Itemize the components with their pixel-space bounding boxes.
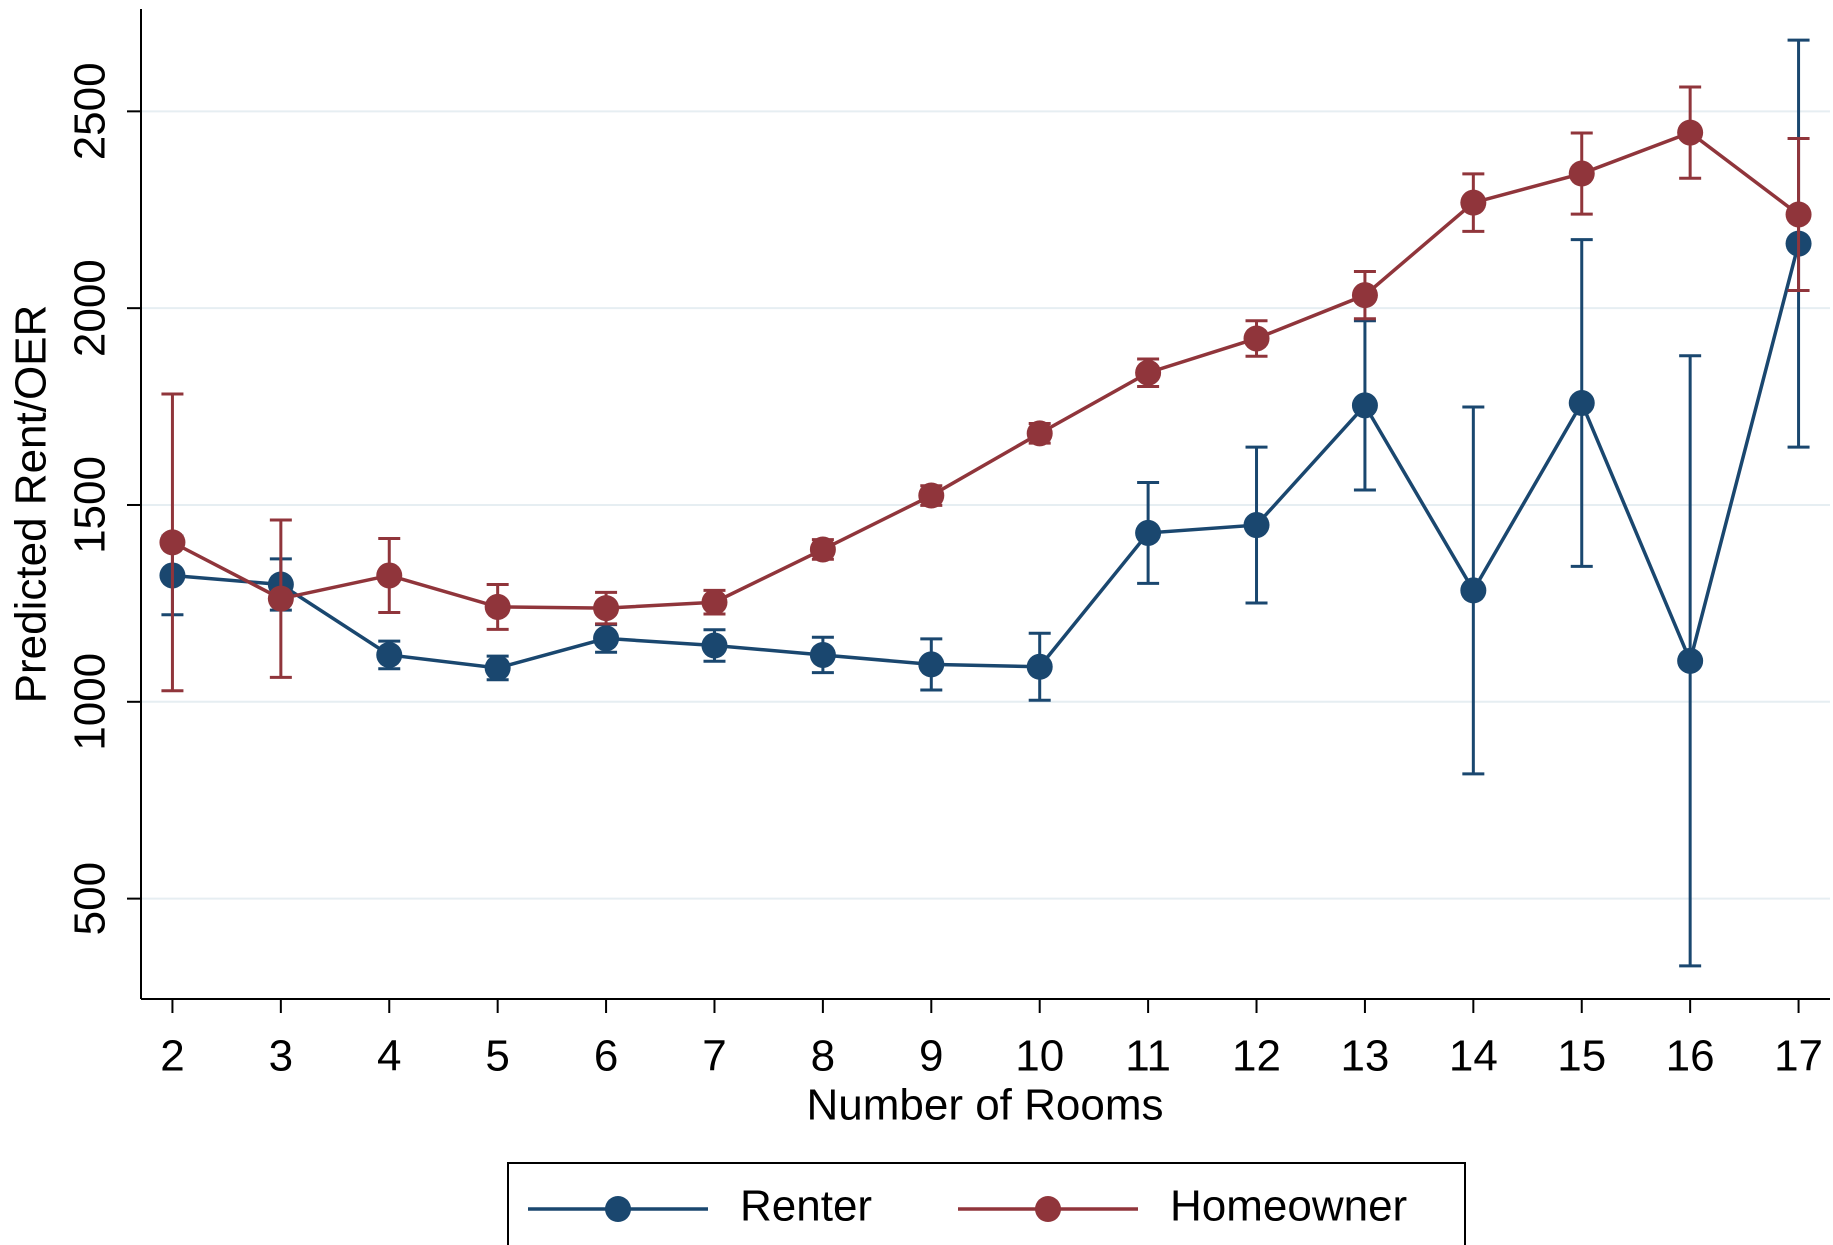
point [701,589,728,616]
point [1243,512,1270,539]
x-tick-label: 16 [1666,1032,1715,1081]
series-line [171,130,1800,610]
point [701,632,728,659]
point [1026,653,1053,680]
point [1460,577,1487,604]
point [1460,189,1487,216]
legend-marker [1035,1196,1061,1222]
x-tick-label: 2 [160,1032,184,1081]
y-tick-label: 1500 [66,456,115,554]
point [918,651,945,678]
x-axis-title: Number of Rooms [806,1081,1163,1130]
point [376,562,403,589]
point [159,529,186,556]
x-tick-label: 14 [1449,1032,1498,1081]
point [1351,392,1378,419]
x-tick-label: 5 [485,1032,509,1081]
legend-marker [605,1196,631,1222]
legend-label: Renter [740,1182,872,1231]
point [809,536,836,563]
y-tick-label: 2500 [66,62,115,160]
x-tick-label: 9 [919,1032,943,1081]
legend-label: Homeowner [1170,1182,1407,1231]
x-tick-label: 4 [377,1032,401,1081]
point [376,641,403,668]
point [593,595,620,622]
point [1243,325,1270,352]
x-tick-label: 17 [1774,1032,1823,1081]
x-tick-label: 15 [1557,1032,1606,1081]
y-tick-label: 2000 [66,259,115,357]
point [267,585,294,612]
point [918,482,945,509]
x-tick-label: 12 [1232,1032,1281,1081]
legend-box [507,1162,1466,1245]
x-tick-label: 6 [594,1032,618,1081]
y-tick-label: 1000 [66,653,115,751]
x-tick-label: 3 [269,1032,293,1081]
point [809,641,836,668]
point [1568,390,1595,417]
point [1135,519,1162,546]
y-tick-label: 500 [66,862,115,935]
point [484,654,511,681]
point [484,593,511,620]
x-tick-label: 13 [1340,1032,1389,1081]
point [1677,647,1704,674]
x-tick-label: 11 [1125,1032,1171,1081]
x-tick-label: 8 [811,1032,835,1081]
y-axis-title: Predicted Rent/OER [7,305,56,704]
series-line [172,243,1801,670]
point [1026,420,1053,447]
point [593,625,620,652]
x-tick-label: 7 [702,1032,726,1081]
point [1568,160,1595,187]
point [1785,201,1812,228]
point [1351,282,1378,309]
x-tick-label: 10 [1015,1032,1064,1081]
point [1135,359,1162,386]
point [1677,119,1704,146]
